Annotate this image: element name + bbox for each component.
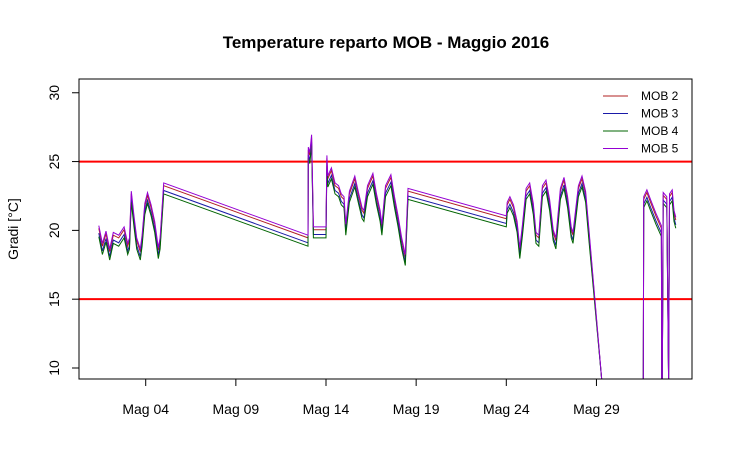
y-tick-label: 10 [46,360,62,376]
y-axis-label: Gradi [°C] [5,198,21,260]
y-tick-label: 30 [46,85,62,101]
y-tick-label: 20 [46,222,62,238]
x-tick-label: Mag 24 [483,401,530,417]
series-line-mob-3 [98,142,677,379]
y-axis: 10 15 20 25 30 [46,85,79,376]
x-tick-label: Mag 14 [303,401,350,417]
series-line-mob-2 [98,137,677,379]
y-tick-label: 25 [46,154,62,170]
x-tick-label: Mag 04 [122,401,169,417]
series-line-mob-5 [98,134,677,379]
legend-label: MOB 4 [641,124,679,138]
series-line-mob-4 [98,145,677,379]
series-group [98,134,677,379]
chart-title: Temperature reparto MOB - Maggio 2016 [223,33,550,52]
x-axis: Mag 04 Mag 09 Mag 14 Mag 19 Mag 24 Mag 29 [122,379,620,417]
reference-lines [79,160,692,301]
y-tick-label: 15 [46,291,62,307]
x-tick-label: Mag 29 [573,401,620,417]
legend: MOB 2 MOB 3 MOB 4 MOB 5 [603,89,679,156]
legend-label: MOB 2 [641,89,679,103]
x-tick-label: Mag 19 [393,401,440,417]
x-tick-label: Mag 09 [213,401,260,417]
legend-label: MOB 3 [641,107,679,121]
legend-label: MOB 5 [641,142,679,156]
plot-frame [78,78,693,380]
